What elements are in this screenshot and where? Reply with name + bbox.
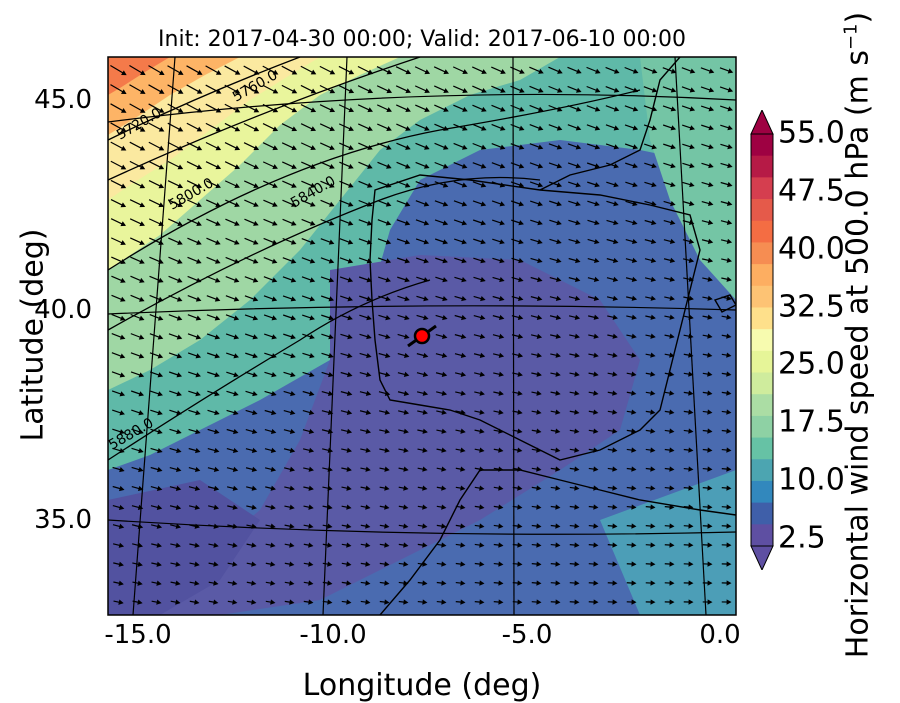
y-tick-label: 45.0 xyxy=(34,85,92,115)
colorbar-segment xyxy=(751,221,773,243)
colorbar-tick-label: 40.0 xyxy=(778,232,845,267)
colorbar-tick-label: 55.0 xyxy=(778,116,845,151)
colorbar-segment xyxy=(751,416,773,438)
y-tick-label: 35.0 xyxy=(34,505,92,535)
colorbar-segment xyxy=(751,438,773,460)
colorbar-tick-label: 25.0 xyxy=(778,347,845,382)
x-tick-label: -10.0 xyxy=(299,620,366,650)
colorbar-tick-label: 32.5 xyxy=(778,290,845,325)
colorbar-segment xyxy=(751,307,773,329)
colorbar-label-end: ) xyxy=(841,12,876,24)
colorbar-segment xyxy=(751,156,773,178)
colorbar-segment xyxy=(751,481,773,503)
colorbar-tick-label: 2.5 xyxy=(778,521,826,556)
marker-dot xyxy=(415,329,429,343)
colorbar-segment xyxy=(751,134,773,156)
colorbar-segment xyxy=(751,199,773,221)
colorbar-segment xyxy=(751,394,773,416)
colorbar-segment xyxy=(751,177,773,199)
x-tick-label: 0.0 xyxy=(699,620,740,650)
colorbar-label: Horizontal wind speed at 500.0 hPa (m s−… xyxy=(841,12,876,658)
colorbar-segment xyxy=(751,286,773,308)
colorbar-segment xyxy=(751,242,773,264)
colorbar-tick-label: 10.0 xyxy=(778,463,845,498)
x-axis-label: Longitude (deg) xyxy=(303,668,542,703)
colorbar-segment xyxy=(751,264,773,286)
y-axis-label: Latitude (deg) xyxy=(16,229,51,442)
colorbar-extend-min xyxy=(751,546,773,570)
x-tick-label: -15.0 xyxy=(104,620,171,650)
x-tick-label: -5.0 xyxy=(502,620,553,650)
colorbar-segment xyxy=(751,459,773,481)
colorbar-segment xyxy=(751,351,773,373)
colorbar-segment xyxy=(751,329,773,351)
colorbar-tick-label: 47.5 xyxy=(778,174,845,209)
colorbar-extend-max xyxy=(751,110,773,134)
colorbar-segment xyxy=(751,503,773,525)
colorbar-tick-label: 17.5 xyxy=(778,405,845,440)
colorbar-label-main: Horizontal wind speed at 500.0 hPa (m s xyxy=(841,50,876,658)
colorbar-segment xyxy=(751,524,773,546)
colorbar-label-sup: −1 xyxy=(841,23,862,50)
colorbar-segment xyxy=(751,373,773,395)
